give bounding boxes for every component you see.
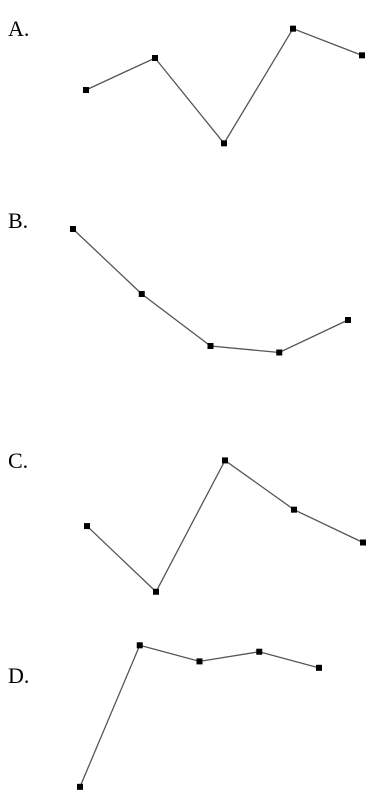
data-point-b-5 <box>345 317 351 323</box>
data-point-d-2 <box>136 642 143 649</box>
option-a: A. <box>0 0 371 190</box>
line-chart-d <box>77 642 322 790</box>
data-point-b-4 <box>276 349 283 356</box>
series-line-c <box>86 459 364 593</box>
data-point-a-1 <box>83 87 89 93</box>
data-point-b-1 <box>70 226 76 232</box>
data-point-b-3 <box>207 343 214 349</box>
option-label-a: A. <box>8 16 30 41</box>
option-b: B. <box>0 190 371 420</box>
data-point-d-4 <box>256 648 263 655</box>
line-chart-b <box>70 226 351 356</box>
data-point-d-1 <box>77 783 83 790</box>
data-point-a-5 <box>359 52 365 59</box>
option-label-b: B. <box>8 208 29 233</box>
series-line-b <box>72 228 349 354</box>
data-point-b-2 <box>138 291 145 297</box>
option-c: C. <box>0 420 371 620</box>
data-point-d-5 <box>316 664 322 671</box>
line-chart-c <box>84 457 366 595</box>
data-point-d-3 <box>196 658 203 665</box>
series-line-a <box>85 27 363 145</box>
data-point-c-4 <box>291 506 297 513</box>
data-point-c-1 <box>84 523 90 530</box>
data-point-a-4 <box>290 25 296 32</box>
option-label-d: D. <box>8 663 30 688</box>
option-label-c: C. <box>8 448 29 473</box>
data-point-c-5 <box>360 539 366 546</box>
data-point-c-3 <box>222 457 228 464</box>
series-line-d <box>79 644 320 788</box>
data-point-c-2 <box>153 588 159 595</box>
data-point-a-3 <box>221 140 227 147</box>
option-d: D. <box>0 620 371 807</box>
line-chart-a <box>83 25 365 147</box>
data-point-a-2 <box>152 55 158 61</box>
